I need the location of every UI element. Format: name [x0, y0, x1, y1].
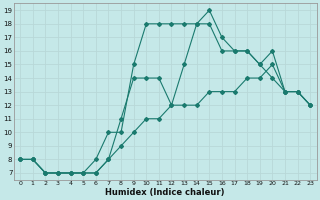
- X-axis label: Humidex (Indice chaleur): Humidex (Indice chaleur): [106, 188, 225, 197]
